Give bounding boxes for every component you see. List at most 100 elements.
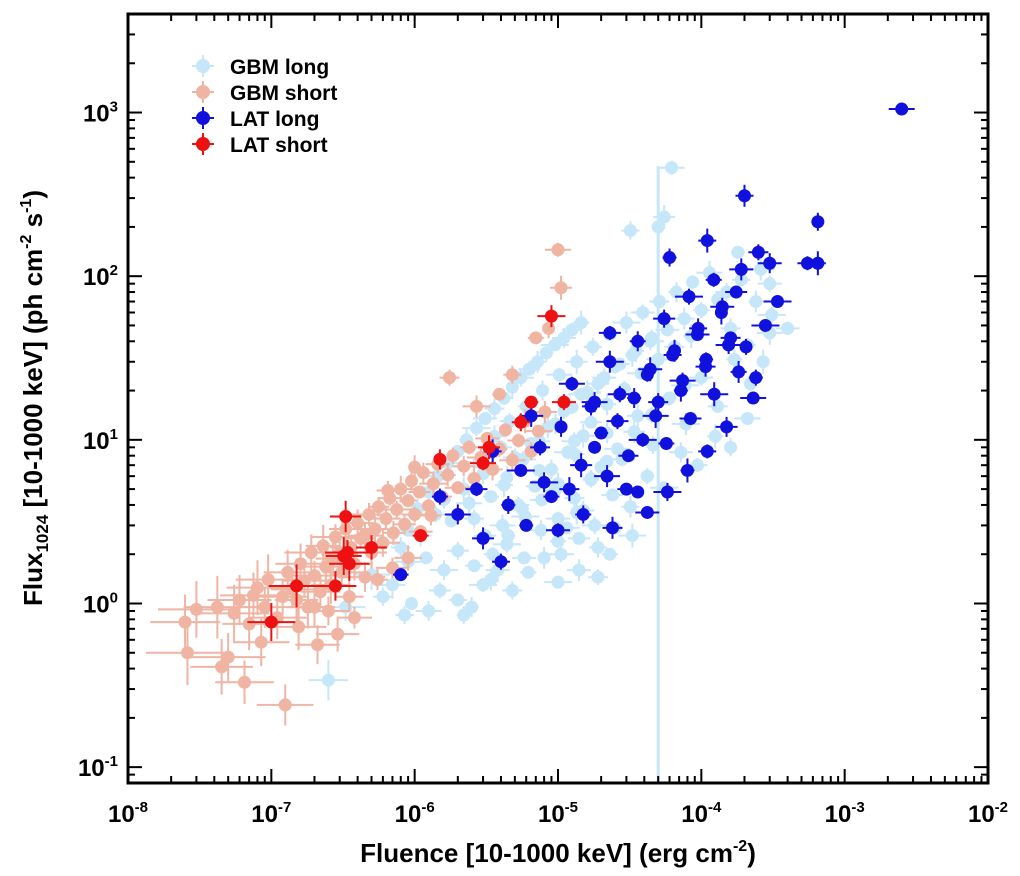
data-point-gbm-long — [660, 323, 674, 337]
data-point-gbm-short — [486, 462, 500, 476]
x-tick-label: 10-2 — [968, 799, 1008, 828]
x-tick-label: 10-4 — [681, 799, 722, 828]
data-point-gbm-long — [570, 355, 584, 369]
data-point-gbm-long — [422, 604, 436, 618]
legend: GBM long GBM short LAT long LAT short — [192, 55, 337, 157]
data-point-gbm-long — [522, 362, 536, 376]
data-point-gbm-long — [591, 540, 605, 554]
data-point-gbm-short — [390, 503, 404, 517]
data-point-lat-long — [613, 387, 627, 401]
data-point-lat-long — [533, 440, 547, 454]
data-point-lat-long — [588, 440, 602, 454]
data-point-gbm-long — [756, 355, 770, 369]
data-point-gbm-long — [398, 608, 412, 622]
data-point-lat-short — [514, 415, 528, 429]
data-point-lat-long — [668, 344, 682, 358]
data-point-gbm-long — [711, 399, 725, 413]
data-point-lat-short — [414, 529, 428, 543]
data-point-gbm-short — [404, 474, 418, 488]
data-point-gbm-long — [708, 429, 722, 443]
data-point-gbm-short — [331, 627, 345, 641]
data-point-gbm-short — [316, 539, 330, 553]
legend-label-gbm-long: GBM long — [230, 56, 329, 79]
data-point-gbm-long — [476, 578, 490, 592]
data-points-layer — [145, 102, 915, 783]
data-point-lat-long — [627, 391, 641, 405]
data-point-gbm-long — [586, 340, 600, 354]
data-point-gbm-long — [451, 544, 465, 558]
data-point-gbm-long — [511, 498, 525, 512]
data-point-gbm-short — [311, 638, 325, 652]
data-point-lat-long — [663, 251, 677, 265]
data-point-lat-long — [676, 374, 690, 388]
data-point-lat-long — [657, 312, 671, 326]
data-point-lat-long — [551, 523, 565, 537]
data-point-gbm-long — [651, 220, 665, 234]
data-point-gbm-long — [724, 440, 738, 454]
data-point-gbm-short — [492, 387, 506, 401]
data-point-lat-long — [734, 262, 748, 276]
data-point-gbm-short — [426, 477, 440, 491]
data-point-gbm-long — [627, 425, 641, 439]
data-point-gbm-long — [521, 565, 535, 579]
data-point-gbm-short — [542, 321, 556, 335]
data-point-gbm-long — [665, 161, 679, 175]
data-point-gbm-long — [765, 308, 779, 322]
data-point-gbm-long — [495, 518, 509, 532]
data-point-lat-short — [341, 545, 355, 559]
data-point-gbm-long — [457, 608, 471, 622]
data-point-gbm-long — [631, 409, 645, 423]
data-point-lat-long — [494, 555, 508, 569]
data-point-gbm-short — [250, 581, 264, 595]
data-point-lat-long — [565, 377, 579, 391]
data-point-gbm-short — [368, 522, 382, 536]
series-lat-short — [247, 305, 576, 642]
data-point-lat-long — [519, 518, 533, 532]
y-tick-label: 103 — [83, 99, 118, 128]
data-point-gbm-short — [498, 423, 512, 437]
data-point-gbm-long — [539, 346, 553, 360]
data-point-gbm-long — [625, 529, 639, 543]
data-point-lat-short — [365, 540, 379, 554]
data-point-gbm-long — [433, 584, 447, 598]
data-point-gbm-long — [694, 303, 708, 317]
data-point-lat-short — [342, 557, 356, 571]
data-point-gbm-long — [505, 380, 519, 394]
data-point-lat-short — [524, 395, 538, 409]
data-point-gbm-long — [484, 490, 498, 504]
data-point-lat-long — [700, 444, 714, 458]
data-point-gbm-long — [500, 470, 514, 484]
data-point-gbm-long — [763, 277, 777, 291]
data-point-lat-short — [482, 440, 496, 454]
series-lat-long — [393, 102, 915, 582]
data-point-lat-short — [290, 579, 304, 593]
data-point-gbm-long — [619, 316, 633, 330]
data-point-gbm-short — [457, 459, 471, 473]
data-point-lat-long — [643, 362, 657, 376]
data-point-gbm-long — [451, 593, 465, 607]
data-point-lat-long — [800, 256, 814, 270]
y-tick-labels: 10-1 100 101 102 103 — [78, 99, 118, 783]
data-point-gbm-long — [548, 338, 562, 352]
data-point-gbm-long — [640, 469, 654, 483]
data-point-gbm-short — [424, 508, 438, 522]
data-point-gbm-long — [677, 312, 691, 326]
data-point-gbm-short — [178, 615, 192, 629]
data-point-gbm-short — [441, 468, 455, 482]
data-point-lat-long — [749, 371, 763, 385]
data-point-lat-long — [660, 485, 674, 499]
y-tick-label: 10-1 — [78, 753, 118, 782]
data-point-gbm-long — [487, 402, 501, 416]
x-tick-labels: 10-8 10-7 10-6 10-5 10-4 10-3 10-2 — [108, 799, 1008, 828]
legend-label-lat-long: LAT long — [230, 108, 319, 131]
data-point-lat-long — [659, 436, 673, 450]
legend-marker-gbm-short — [196, 85, 210, 99]
data-point-lat-long — [537, 475, 551, 489]
data-point-gbm-short — [451, 481, 465, 495]
data-point-gbm-long — [591, 570, 605, 584]
data-point-lat-long — [811, 256, 825, 270]
data-point-lat-long — [724, 331, 738, 345]
data-point-lat-long — [621, 449, 635, 463]
data-point-gbm-short — [505, 368, 519, 382]
data-point-gbm-long — [419, 551, 433, 565]
